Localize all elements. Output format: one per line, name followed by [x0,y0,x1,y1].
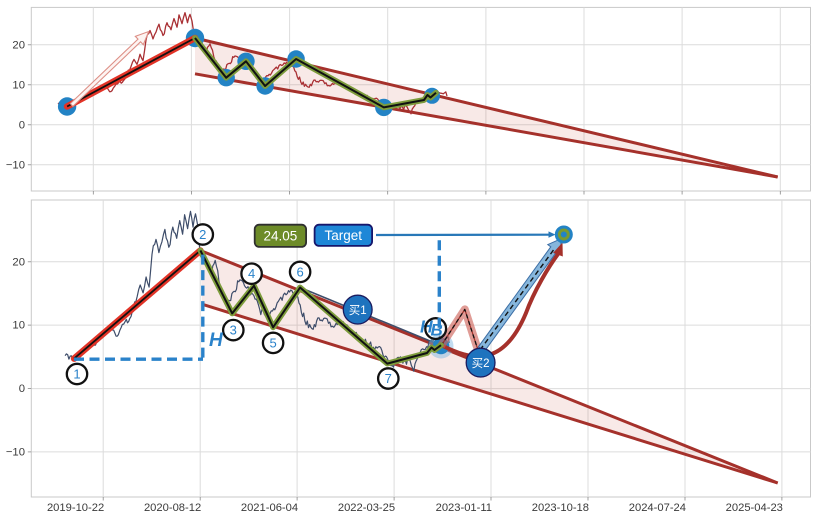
svg-text:3: 3 [230,323,237,338]
svg-text:2: 2 [199,227,206,242]
svg-text:H: H [209,330,224,351]
svg-text:−10: −10 [6,447,25,459]
svg-text:−10: −10 [6,159,25,171]
svg-text:2024-07-24: 2024-07-24 [629,502,686,514]
svg-text:7: 7 [385,371,392,386]
svg-text:Target: Target [325,228,363,243]
svg-text:买1: 买1 [349,304,367,317]
svg-text:6: 6 [296,264,303,279]
svg-text:0: 0 [19,383,25,395]
svg-text:20: 20 [12,256,25,268]
svg-text:买2: 买2 [472,357,490,370]
svg-text:2023-01-11: 2023-01-11 [436,502,492,514]
svg-text:10: 10 [12,320,25,332]
svg-text:1: 1 [73,367,80,382]
svg-text:2022-03-25: 2022-03-25 [338,502,395,514]
svg-text:2020-08-12: 2020-08-12 [144,502,201,514]
svg-text:2019-10-22: 2019-10-22 [47,502,104,514]
svg-text:20: 20 [12,39,25,51]
svg-text:4: 4 [248,266,255,281]
svg-text:5: 5 [269,335,276,350]
svg-text:0: 0 [19,119,25,131]
svg-text:2025-04-23: 2025-04-23 [726,502,783,514]
svg-text:10: 10 [12,79,25,91]
svg-text:2023-10-18: 2023-10-18 [532,502,589,514]
svg-text:2021-06-04: 2021-06-04 [241,502,298,514]
svg-text:24.05: 24.05 [264,229,298,244]
